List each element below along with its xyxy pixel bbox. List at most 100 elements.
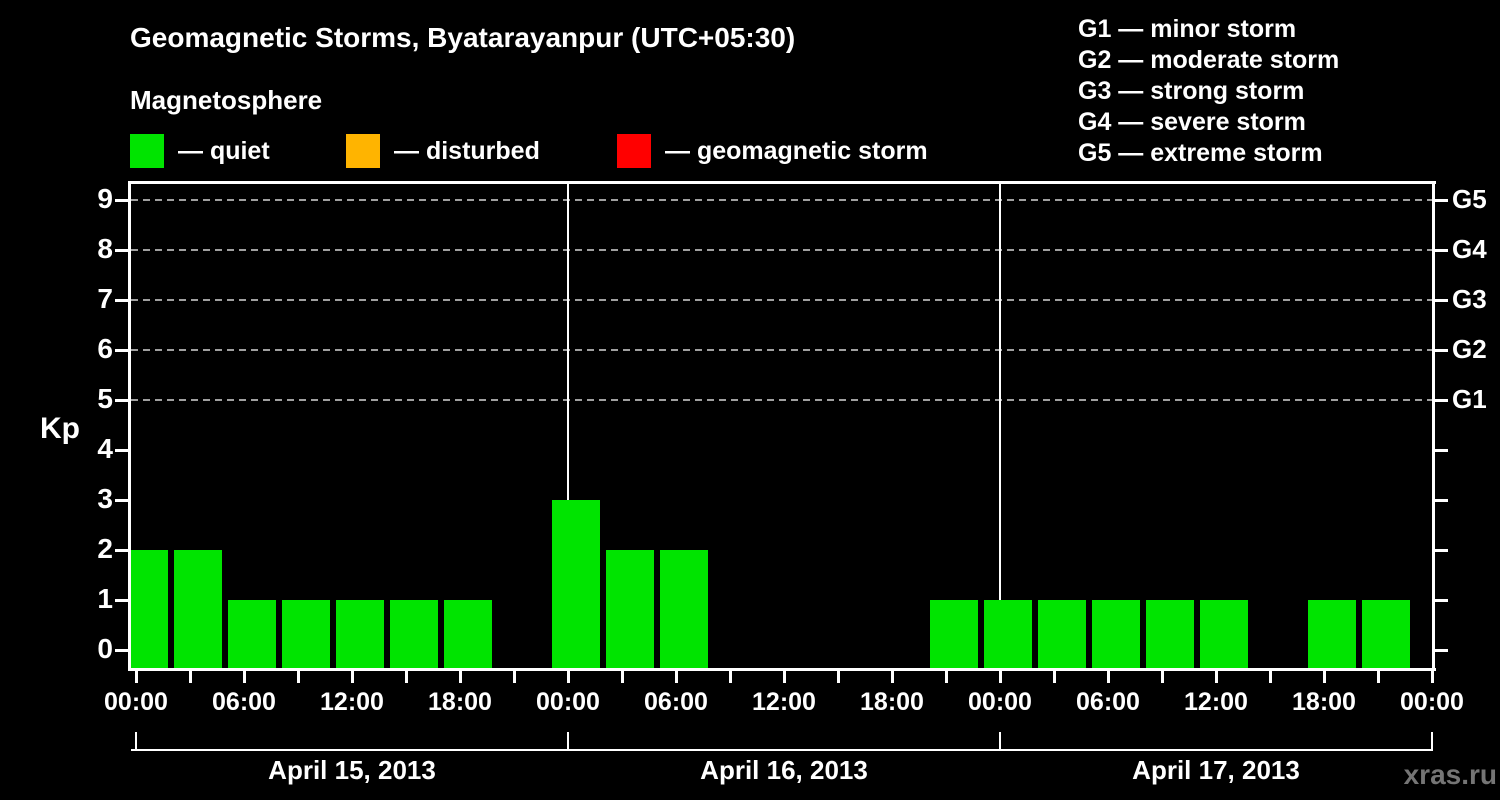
storm-scale-legend: G1 — minor storm G2 — moderate storm G3 — … [1078,14,1339,169]
x-tick-label: 12:00 [1184,688,1248,716]
plot-border-bottom [128,668,1436,671]
kp-bar [444,600,492,668]
kp-bar [930,600,978,668]
date-label: April 16, 2013 [700,755,868,785]
legend-swatch-disturbed-icon [346,134,380,168]
x-tick [513,671,516,683]
gridline-kp5 [131,399,1432,401]
kp-bar [336,600,384,668]
right-axis-label-g3: G3 [1452,284,1487,314]
right-axis-label-g4: G4 [1452,234,1487,264]
x-tick-label: 18:00 [860,688,924,716]
right-axis-label-g2: G2 [1452,334,1487,364]
y-tick-left [115,299,128,302]
x-tick [297,671,300,683]
y-tick-right [1435,599,1448,602]
y-axis-title: Kp [40,412,80,445]
x-tick [675,671,678,683]
y-tick-right [1435,549,1448,552]
date-band-tick [135,732,137,750]
page-title: Geomagnetic Storms, Byatarayanpur (UTC+0… [130,22,796,53]
y-tick-left [115,649,128,652]
x-tick [1323,671,1326,683]
right-axis-label-g5: G5 [1452,184,1487,214]
x-tick [1053,671,1056,683]
date-label: April 15, 2013 [268,755,436,785]
x-tick-label: 12:00 [752,688,816,716]
x-tick [945,671,948,683]
subtitle-magnetosphere: Magnetosphere [130,85,323,115]
x-tick [1107,671,1110,683]
x-tick [189,671,192,683]
y-axis-line [128,181,131,671]
y-tick-right [1435,649,1448,652]
x-tick [351,671,354,683]
x-tick [1161,671,1164,683]
legend-item-disturbed: — disturbed [346,134,540,168]
x-tick-label: 00:00 [104,688,168,716]
x-tick-label: 18:00 [428,688,492,716]
kp-bar [1308,600,1356,668]
kp-bar [1146,600,1194,668]
kp-bar [282,600,330,668]
x-tick [1377,671,1380,683]
kp-bar [552,500,600,668]
x-tick-label: 06:00 [644,688,708,716]
x-tick [999,671,1002,683]
right-axis-line [1432,181,1435,671]
y-tick-right [1435,349,1448,352]
legend-swatch-storm-icon [617,134,651,168]
y-tick-right [1435,199,1448,202]
kp-bar [174,550,222,668]
x-tick [783,671,786,683]
y-tick-right [1435,399,1448,402]
kp-bar [606,550,654,668]
date-band-tick [1431,732,1433,750]
day-divider-line [999,184,1001,668]
bars-layer [131,183,1432,668]
date-band-tick [999,732,1001,750]
date-band-line [131,749,1433,751]
storm-scale-line-g5: G5 — extreme storm [1078,139,1323,167]
kp-bar [984,600,1032,668]
x-tick [729,671,732,683]
y-tick-label-1: 1 [97,583,113,614]
x-tick [567,671,570,683]
y-tick-right [1435,449,1448,452]
x-tick [243,671,246,683]
x-tick [459,671,462,683]
date-band-tick [567,732,569,750]
legend-item-quiet: — quiet [130,134,270,168]
x-tick-label: 00:00 [1400,688,1464,716]
y-tick-left [115,199,128,202]
kp-bar [131,550,168,668]
y-tick-label-7: 7 [97,283,113,314]
y-tick-left [115,599,128,602]
storm-scale-line-g2: G2 — moderate storm [1078,46,1340,74]
x-tick [405,671,408,683]
y-tick-label-0: 0 [97,633,113,664]
storm-scale-line-g1: G1 — minor storm [1078,15,1297,43]
y-tick-label-2: 2 [97,533,113,564]
kp-bar [660,550,708,668]
y-tick-label-8: 8 [97,233,113,264]
y-tick-left [115,399,128,402]
x-tick-label: 18:00 [1292,688,1356,716]
gridline-kp9 [131,199,1432,201]
legend-label-disturbed: — disturbed [394,136,540,165]
legend-label-quiet: — quiet [178,136,270,165]
kp-bar [1362,600,1410,668]
y-tick-left [115,549,128,552]
legend-swatch-quiet-icon [130,134,164,168]
kp-bar [390,600,438,668]
x-tick-label: 06:00 [1076,688,1140,716]
kp-bar [1092,600,1140,668]
x-tick-label: 12:00 [320,688,384,716]
y-tick-label-4: 4 [97,433,113,464]
y-tick-label-3: 3 [97,483,113,514]
kp-bar [228,600,276,668]
kp-bar [1038,600,1086,668]
gridline-kp8 [131,249,1432,251]
y-tick-left [115,499,128,502]
